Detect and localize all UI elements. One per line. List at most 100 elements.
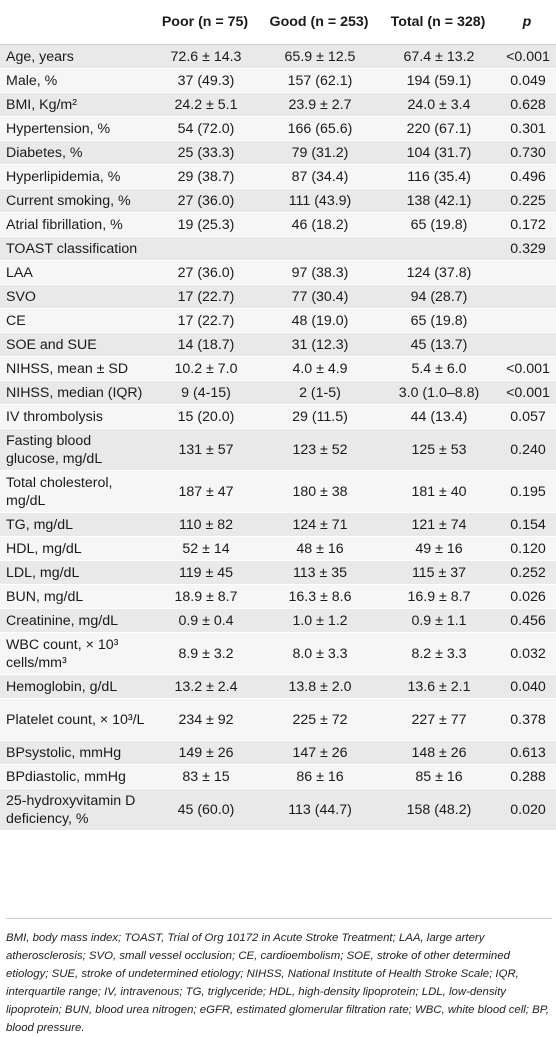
cell-poor: 13.2 ± 2.4 — [150, 674, 260, 699]
cell-good: 1.0 ± 1.2 — [260, 608, 378, 633]
cell-total: 116 (35.4) — [378, 164, 498, 189]
table-row: Creatinine, mg/dL 0.9 ± 0.4 1.0 ± 1.2 0.9 ±… — [0, 608, 556, 633]
table-row: LDL, mg/dL 119 ± 45 113 ± 35 115 ± 37 0.252 — [0, 560, 556, 585]
table-row: BPsystolic, mmHg 149 ± 26 147 ± 26 148 ± 26… — [0, 740, 556, 765]
cell-poor: 83 ± 15 — [150, 764, 260, 789]
cell-total: 124 (37.8) — [378, 260, 498, 285]
cell-total: 67.4 ± 13.2 — [378, 44, 498, 69]
cell-poor: 27 (36.0) — [150, 188, 260, 213]
baseline-characteristics-table: Poor (n = 75) Good (n = 253) Total (n = … — [0, 0, 556, 831]
cell-poor: 17 (22.7) — [150, 308, 260, 333]
cell-poor: 234 ± 92 — [150, 698, 260, 741]
cell-poor: 25 (33.3) — [150, 140, 260, 165]
cell-p-value: 0.020 — [498, 788, 556, 831]
row-label: Creatinine, mg/dL — [0, 608, 150, 633]
cell-poor: 187 ± 47 — [150, 470, 260, 513]
table-row: NIHSS, median (IQR) 9 (4-15) 2 (1-5) 3.0 (1… — [0, 380, 556, 405]
cell-total: 220 (67.1) — [378, 116, 498, 141]
cell-poor: 19 (25.3) — [150, 212, 260, 237]
cell-total: 148 ± 26 — [378, 740, 498, 765]
cell-p-value: 0.288 — [498, 764, 556, 789]
cell-p-value: <0.001 — [498, 356, 556, 381]
cell-p-value: <0.001 — [498, 44, 556, 69]
cell-good: 97 (38.3) — [260, 260, 378, 285]
cell-p-value: 0.456 — [498, 608, 556, 633]
row-label: TG, mg/dL — [0, 512, 150, 537]
table-row: BPdiastolic, mmHg 83 ± 15 86 ± 16 85 ± 16 0.… — [0, 764, 556, 789]
cell-p-value: 0.225 — [498, 188, 556, 213]
cell-good: 166 (65.6) — [260, 116, 378, 141]
row-label: Male, % — [0, 68, 150, 93]
table-row: Male, % 37 (49.3) 157 (62.1) 194 (59.1) 0.04… — [0, 68, 556, 93]
cell-total: 45 (13.7) — [378, 332, 498, 357]
cell-good: 147 ± 26 — [260, 740, 378, 765]
cell-poor: 37 (49.3) — [150, 68, 260, 93]
cell-poor: 119 ± 45 — [150, 560, 260, 585]
cell-total: 65 (19.8) — [378, 212, 498, 237]
table-header-row: Poor (n = 75) Good (n = 253) Total (n = … — [0, 0, 556, 45]
cell-p-value: 0.026 — [498, 584, 556, 609]
table-row: Total cholesterol, mg/dL 187 ± 47 180 ± 38… — [0, 470, 556, 513]
cell-p-value: 0.301 — [498, 116, 556, 141]
cell-good: 16.3 ± 8.6 — [260, 584, 378, 609]
table-row: BMI, Kg/m² 24.2 ± 5.1 23.9 ± 2.7 24.0 ± 3.4… — [0, 92, 556, 117]
cell-p-value: 0.049 — [498, 68, 556, 93]
table-row: Atrial fibrillation, % 19 (25.3) 46 (18.2)… — [0, 212, 556, 237]
row-label: Hypertension, % — [0, 116, 150, 141]
cell-total: 5.4 ± 6.0 — [378, 356, 498, 381]
cell-poor: 9 (4-15) — [150, 380, 260, 405]
table-row: Age, years 72.6 ± 14.3 65.9 ± 12.5 67.4 ± 1… — [0, 44, 556, 69]
cell-total: 65 (19.8) — [378, 308, 498, 333]
cell-good — [260, 236, 378, 261]
row-label: 25-hydroxyvitamin D deficiency, % — [0, 788, 150, 831]
table-row: Diabetes, % 25 (33.3) 79 (31.2) 104 (31.7) 0… — [0, 140, 556, 165]
cell-total: 227 ± 77 — [378, 698, 498, 741]
cell-good: 48 ± 16 — [260, 536, 378, 561]
cell-total: 94 (28.7) — [378, 284, 498, 309]
cell-p-value: <0.001 — [498, 380, 556, 405]
cell-total: 0.9 ± 1.1 — [378, 608, 498, 633]
cell-good: 13.8 ± 2.0 — [260, 674, 378, 699]
table-row: Hyperlipidemia, % 29 (38.7) 87 (34.4) 116 (… — [0, 164, 556, 189]
cell-p-value: 0.040 — [498, 674, 556, 699]
row-label: LAA — [0, 260, 150, 285]
row-label: CE — [0, 308, 150, 333]
cell-good: 113 ± 35 — [260, 560, 378, 585]
cell-poor: 18.9 ± 8.7 — [150, 584, 260, 609]
row-label: NIHSS, median (IQR) — [0, 380, 150, 405]
cell-p-value: 0.496 — [498, 164, 556, 189]
cell-poor: 24.2 ± 5.1 — [150, 92, 260, 117]
table-row: HDL, mg/dL 52 ± 14 48 ± 16 49 ± 16 0.120 — [0, 536, 556, 561]
cell-good: 8.0 ± 3.3 — [260, 632, 378, 675]
cell-total: 16.9 ± 8.7 — [378, 584, 498, 609]
cell-good: 225 ± 72 — [260, 698, 378, 741]
header-good: Good (n = 253) — [260, 0, 378, 45]
cell-total: 3.0 (1.0–8.8) — [378, 380, 498, 405]
row-label: BMI, Kg/m² — [0, 92, 150, 117]
header-p-value: p — [498, 0, 556, 45]
cell-poor: 14 (18.7) — [150, 332, 260, 357]
cell-poor: 149 ± 26 — [150, 740, 260, 765]
cell-p-value: 0.240 — [498, 428, 556, 471]
cell-good: 124 ± 71 — [260, 512, 378, 537]
cell-total: 24.0 ± 3.4 — [378, 92, 498, 117]
row-label: Total cholesterol, mg/dL — [0, 470, 150, 513]
row-label: Platelet count, × 10³/L — [0, 698, 150, 741]
cell-p-value: 0.032 — [498, 632, 556, 675]
cell-total: 49 ± 16 — [378, 536, 498, 561]
row-label: BUN, mg/dL — [0, 584, 150, 609]
cell-good: 4.0 ± 4.9 — [260, 356, 378, 381]
cell-good: 79 (31.2) — [260, 140, 378, 165]
row-label: Atrial fibrillation, % — [0, 212, 150, 237]
cell-p-value — [498, 332, 556, 357]
table-row: LAA 27 (36.0) 97 (38.3) 124 (37.8) — [0, 260, 556, 285]
cell-p-value: 0.057 — [498, 404, 556, 429]
cell-p-value — [498, 260, 556, 285]
cell-total: 104 (31.7) — [378, 140, 498, 165]
row-label: Diabetes, % — [0, 140, 150, 165]
cell-total: 125 ± 53 — [378, 428, 498, 471]
table-row: Hypertension, % 54 (72.0) 166 (65.6) 220 (6… — [0, 116, 556, 141]
table-row: BUN, mg/dL 18.9 ± 8.7 16.3 ± 8.6 16.9 ± 8.7… — [0, 584, 556, 609]
cell-poor: 52 ± 14 — [150, 536, 260, 561]
